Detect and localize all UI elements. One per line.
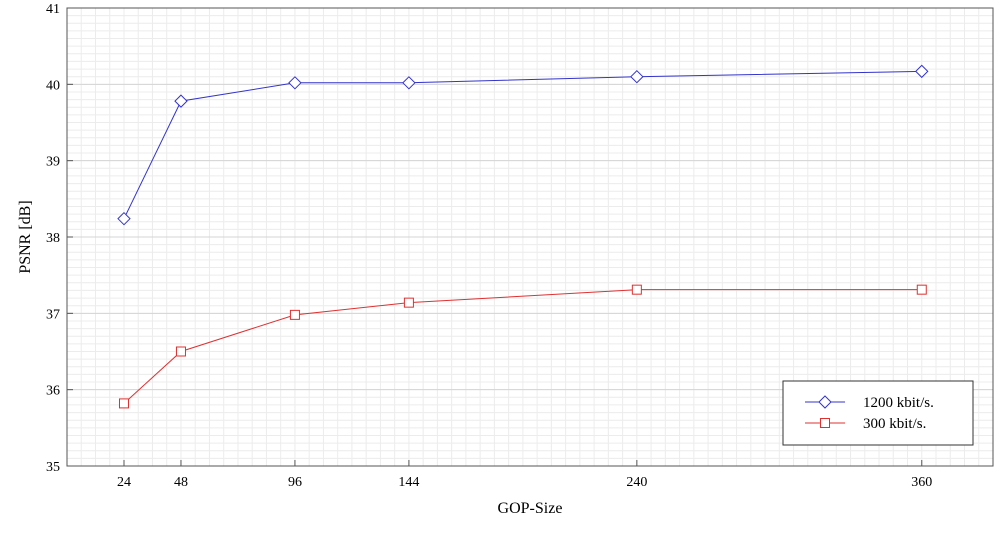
data-point xyxy=(174,94,188,108)
legend-marker xyxy=(820,418,830,428)
data-point xyxy=(402,76,416,90)
legend-marker xyxy=(818,395,832,409)
x-axis-title: GOP-Size xyxy=(498,500,563,517)
grid-major xyxy=(67,83,993,391)
x-tick-label: 360 xyxy=(911,475,932,490)
series-line xyxy=(123,70,922,219)
legend: 1200 kbit/s. 300 kbit/s. xyxy=(782,380,974,446)
legend-item: 300 kbit/s. xyxy=(805,416,926,432)
y-tick-label: 40 xyxy=(46,78,60,93)
x-tick-label: 96 xyxy=(288,475,302,490)
y-tick-label: 36 xyxy=(46,384,60,399)
series-2 xyxy=(118,284,927,409)
data-point xyxy=(630,69,644,84)
legend-label: 1200 kbit/s. xyxy=(863,395,934,411)
y-tick-label: 41 xyxy=(46,2,60,17)
data-point xyxy=(631,284,642,295)
y-tick-label: 38 xyxy=(46,231,60,246)
data-point xyxy=(915,64,929,79)
series-line xyxy=(123,289,922,404)
x-tick-label: 240 xyxy=(626,475,647,490)
data-point xyxy=(289,309,300,320)
y-axis: 35 36 37 38 39 40 41 xyxy=(46,2,73,475)
legend-box xyxy=(782,380,974,446)
y-tick-label: 39 xyxy=(46,155,60,170)
y-tick-label: 35 xyxy=(46,460,60,475)
legend-item: 1200 kbit/s. xyxy=(805,395,934,411)
data-point xyxy=(118,398,129,409)
data-point xyxy=(403,297,414,308)
series-layer xyxy=(117,64,929,409)
data-point xyxy=(117,211,131,226)
x-tick-label: 144 xyxy=(398,475,419,490)
data-point xyxy=(175,346,186,357)
x-tick-label: 24 xyxy=(117,475,131,490)
data-point xyxy=(288,76,302,90)
x-axis: 24 48 96 144 240 360 xyxy=(117,460,932,490)
y-tick-label: 37 xyxy=(46,307,60,322)
data-point xyxy=(916,284,927,295)
series-1 xyxy=(117,64,929,226)
y-axis-title: PSNR [dB] xyxy=(17,200,34,273)
x-tick-label: 48 xyxy=(174,475,188,490)
legend-label: 300 kbit/s. xyxy=(863,416,926,432)
